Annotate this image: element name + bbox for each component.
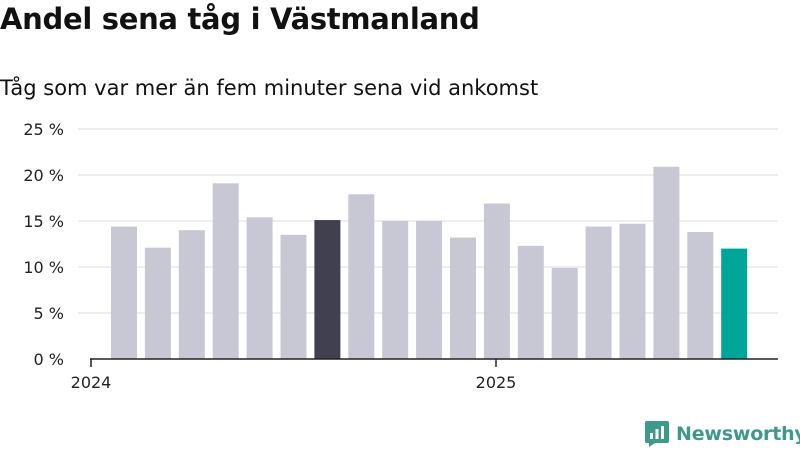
- bar: [551, 267, 578, 359]
- chart-title: Andel sena tåg i Västmanland: [0, 2, 480, 36]
- bar: [653, 166, 680, 359]
- bar: [450, 237, 476, 359]
- y-tick-label: 5 %: [34, 304, 64, 323]
- newsworthy-logo-icon: [644, 420, 670, 448]
- bar: [416, 221, 443, 359]
- bar: [348, 194, 375, 359]
- y-tick-label: 20 %: [23, 166, 64, 185]
- y-tick-label: 0 %: [34, 350, 64, 369]
- brand-logo: Newsworthy: [644, 420, 800, 448]
- bar: [144, 247, 171, 359]
- bar: [314, 220, 341, 359]
- bar: [246, 217, 273, 359]
- bar: [585, 226, 612, 359]
- brand-name: Newsworthy: [676, 423, 800, 445]
- bar: [280, 234, 307, 359]
- y-tick-label: 10 %: [23, 258, 64, 277]
- bar: [111, 226, 137, 359]
- x-tick-label: 2025: [476, 373, 517, 392]
- bar: [721, 248, 748, 359]
- bar: [483, 203, 510, 359]
- bar: [687, 232, 714, 359]
- bar: [619, 223, 646, 359]
- bar: [212, 183, 239, 359]
- bar: [382, 221, 409, 359]
- y-tick-label: 25 %: [23, 120, 64, 139]
- y-tick-label: 15 %: [23, 212, 64, 231]
- x-tick-label: 2024: [71, 373, 112, 392]
- bar: [517, 245, 544, 359]
- chart-subtitle: Tåg som var mer än fem minuter sena vid …: [0, 76, 539, 100]
- bar: [178, 230, 205, 359]
